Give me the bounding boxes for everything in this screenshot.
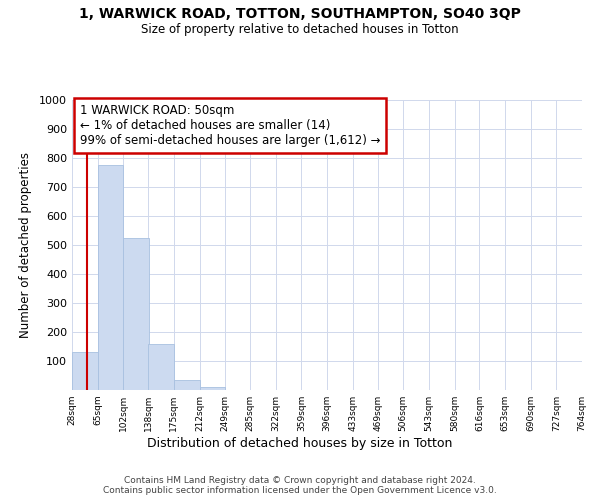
Text: Size of property relative to detached houses in Totton: Size of property relative to detached ho… [141, 22, 459, 36]
Text: Contains HM Land Registry data © Crown copyright and database right 2024.
Contai: Contains HM Land Registry data © Crown c… [103, 476, 497, 495]
Bar [199, 387, 225, 390]
Bar [174, 380, 199, 390]
Bar [98, 166, 123, 390]
Bar [148, 344, 174, 390]
Text: 1 WARWICK ROAD: 50sqm
← 1% of detached houses are smaller (14)
99% of semi-detac: 1 WARWICK ROAD: 50sqm ← 1% of detached h… [80, 104, 380, 148]
Bar [123, 238, 149, 390]
Bar [72, 352, 98, 390]
Text: Distribution of detached houses by size in Totton: Distribution of detached houses by size … [148, 438, 452, 450]
Y-axis label: Number of detached properties: Number of detached properties [19, 152, 32, 338]
Text: 1, WARWICK ROAD, TOTTON, SOUTHAMPTON, SO40 3QP: 1, WARWICK ROAD, TOTTON, SOUTHAMPTON, SO… [79, 8, 521, 22]
